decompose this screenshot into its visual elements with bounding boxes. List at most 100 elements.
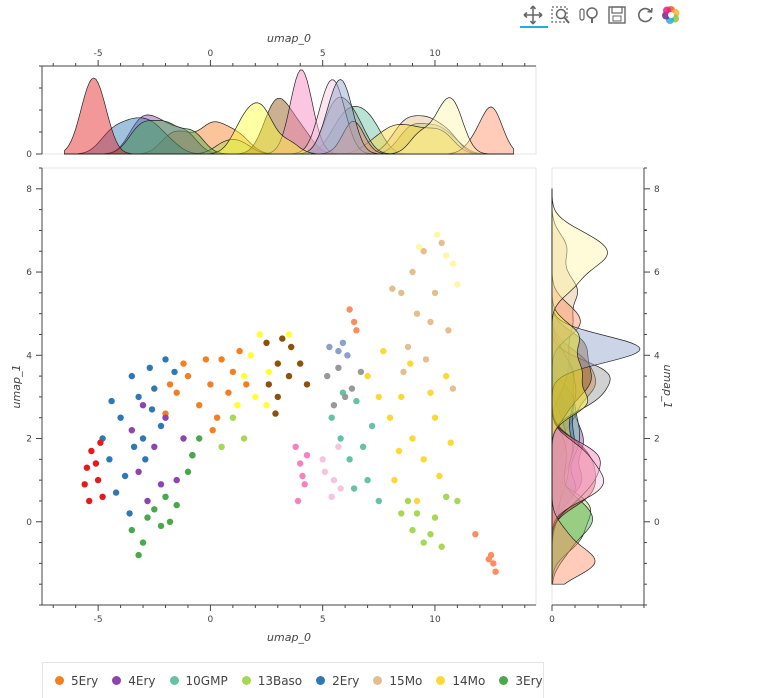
legend-label: 5Ery	[71, 673, 99, 688]
top-density-tick-label: 0	[26, 150, 32, 160]
scatter-point	[189, 452, 196, 459]
scatter-point	[162, 493, 169, 500]
box-zoom-tool-button[interactable]	[550, 4, 572, 26]
scatter-point	[449, 260, 457, 267]
scatter-point	[128, 526, 135, 534]
scatter-point	[83, 464, 91, 471]
right-density-tick-label: 0	[549, 615, 555, 625]
scatter-point	[97, 439, 104, 446]
scatter-point	[434, 231, 441, 238]
scatter-point	[207, 381, 214, 388]
scatter-point	[330, 402, 338, 409]
legend-swatch	[241, 676, 251, 685]
scatter-point	[413, 310, 421, 317]
scatter-point	[196, 402, 203, 409]
scatter-point	[151, 443, 158, 450]
y-tick-label: 6	[26, 268, 32, 278]
right-density-curves	[551, 188, 641, 585]
scatter-point	[112, 489, 120, 496]
legend-item[interactable]: 4Ery	[112, 674, 156, 688]
scatter-point	[420, 456, 427, 463]
wheel-zoom-tool-button[interactable]	[578, 4, 600, 26]
scatter-point	[229, 414, 237, 421]
scatter-point	[99, 493, 106, 500]
scatter-point	[438, 543, 445, 550]
scatter-point	[274, 360, 281, 367]
scatter-point	[447, 439, 454, 446]
legend-item[interactable]: 2Ery	[316, 674, 359, 688]
top-x-tick-label: 0	[208, 49, 214, 59]
x-tick-label: -5	[94, 615, 103, 625]
save-icon	[608, 6, 626, 24]
scatter-point	[407, 360, 414, 367]
box-zoom-icon	[551, 6, 570, 24]
scatter-point	[445, 327, 452, 334]
scatter-point	[240, 435, 248, 442]
legend-item[interactable]: 15Mo	[373, 674, 422, 688]
scatter-point	[117, 414, 124, 421]
legend-label: 10GMP	[185, 673, 228, 688]
legend-item[interactable]: 10GMP	[169, 673, 228, 688]
scatter-point	[404, 497, 412, 505]
scatter-point	[180, 360, 187, 367]
scatter-point	[130, 443, 138, 450]
save-tool-button[interactable]	[606, 4, 628, 26]
scatter-point	[449, 385, 457, 392]
scatter-point	[265, 368, 272, 376]
bokeh-logo[interactable]	[660, 4, 682, 26]
scatter-point	[420, 248, 427, 255]
scatter-point	[350, 318, 358, 326]
right-y-tick-label: 8	[654, 185, 660, 195]
scatter-point	[166, 518, 174, 525]
scatter-point	[368, 422, 376, 430]
scatter-point	[359, 443, 367, 450]
scatter-point	[184, 372, 192, 380]
scatter-point	[303, 452, 311, 459]
scatter-point	[416, 243, 423, 251]
scatter-point	[225, 389, 232, 396]
scatter-point	[88, 447, 95, 455]
legend: 5Ery4Ery10GMP13Baso2Ery15Mo14Mo3Ery9GMP	[42, 662, 544, 698]
scatter-point	[151, 506, 158, 513]
wheel-zoom-icon	[579, 7, 598, 23]
active-tool-indicator	[520, 26, 548, 28]
scatter-point	[272, 410, 279, 417]
legend-label: 14Mo	[452, 673, 486, 688]
scatter-point	[173, 501, 180, 509]
x-tick-label: 5	[320, 615, 326, 625]
scatter-point	[427, 531, 434, 538]
top-density-panel: -5 0 5 10 0 umap_0	[26, 32, 537, 160]
scatter-point	[319, 456, 326, 463]
scatter-point	[274, 393, 281, 401]
legend-item[interactable]: 3Ery	[499, 674, 543, 688]
legend-item[interactable]: 13Baso	[241, 674, 302, 688]
scatter-point	[413, 510, 421, 517]
scatter-point	[128, 372, 135, 380]
scatter-point	[144, 497, 151, 505]
scatter-point	[234, 402, 241, 409]
scatter-point	[443, 372, 450, 380]
pan-tool-button[interactable]	[522, 4, 544, 26]
scatter-point	[339, 339, 347, 346]
legend-item[interactable]: 14Mo	[436, 674, 485, 688]
scatter-point	[265, 381, 272, 388]
top-x-axis: -5 0 5 10	[42, 49, 536, 67]
right-density-axis: 0	[549, 604, 645, 625]
scatter-point	[285, 372, 293, 380]
scatter-point	[121, 472, 129, 480]
scatter-point	[398, 289, 405, 297]
scatter-point	[375, 393, 382, 401]
scatter-point	[173, 389, 180, 396]
scatter-point	[335, 364, 342, 371]
scatter-point	[299, 472, 306, 480]
scatter-point	[427, 318, 434, 326]
scatter-point	[162, 414, 169, 421]
scatter-point	[472, 531, 479, 538]
scatter-point	[454, 497, 461, 505]
x-axis-title: umap_0	[267, 631, 311, 644]
legend-item[interactable]: 5Ery	[55, 674, 98, 688]
scatter-point	[184, 468, 192, 475]
reset-tool-button[interactable]	[634, 4, 656, 26]
right-y-tick-label: 0	[654, 518, 660, 528]
